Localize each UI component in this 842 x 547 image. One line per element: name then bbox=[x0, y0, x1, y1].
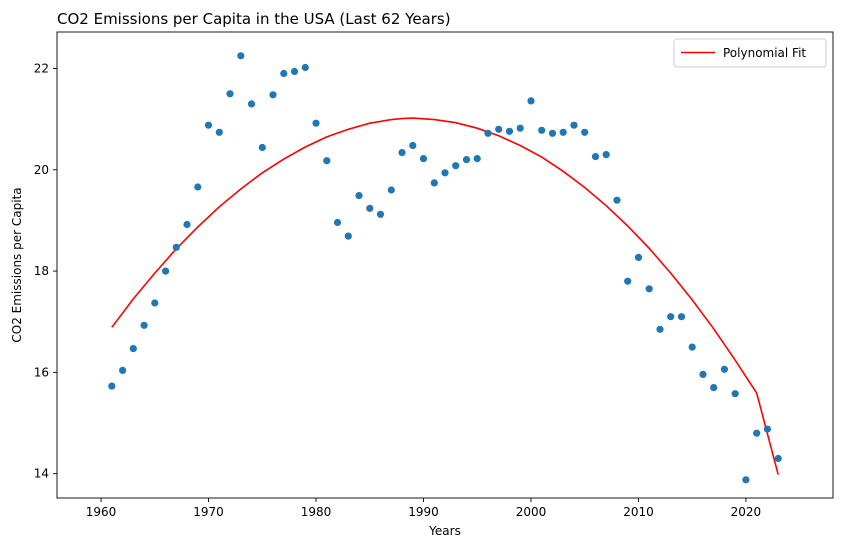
data-point bbox=[140, 321, 148, 329]
x-axis: 1960 1970 1980 1990 2000 2010 2020 bbox=[86, 498, 761, 519]
x-tick-label: 2010 bbox=[623, 505, 654, 519]
data-point bbox=[215, 128, 223, 136]
data-point bbox=[495, 125, 503, 133]
data-point bbox=[581, 128, 589, 136]
y-tick-label: 20 bbox=[34, 163, 49, 177]
data-point bbox=[688, 343, 696, 351]
data-point bbox=[119, 366, 127, 374]
data-point bbox=[699, 370, 707, 378]
data-point bbox=[656, 325, 664, 333]
data-point bbox=[527, 97, 535, 105]
legend-box bbox=[673, 38, 827, 68]
data-point bbox=[183, 220, 191, 229]
data-point bbox=[613, 196, 621, 204]
data-point bbox=[484, 129, 492, 137]
data-point bbox=[452, 162, 460, 170]
data-point bbox=[624, 277, 632, 285]
data-point bbox=[172, 243, 180, 251]
data-point bbox=[559, 128, 567, 136]
data-point bbox=[548, 129, 557, 137]
data-point bbox=[398, 149, 406, 157]
data-point bbox=[602, 151, 610, 159]
data-point bbox=[462, 156, 471, 164]
data-point bbox=[441, 169, 449, 177]
legend: Polynomial Fit bbox=[673, 38, 827, 68]
data-point bbox=[774, 454, 782, 463]
data-point bbox=[516, 124, 524, 132]
data-point bbox=[312, 119, 320, 127]
data-point bbox=[355, 192, 363, 200]
x-tick-label: 1970 bbox=[193, 505, 224, 519]
data-point bbox=[344, 232, 352, 240]
data-point bbox=[387, 186, 395, 194]
data-point bbox=[162, 267, 170, 275]
x-tick-label: 1980 bbox=[301, 505, 332, 519]
data-point bbox=[677, 313, 686, 321]
data-point bbox=[323, 157, 331, 165]
data-point bbox=[667, 313, 675, 321]
y-axis: 14 16 18 20 22 bbox=[34, 61, 57, 481]
data-point bbox=[301, 63, 309, 72]
data-point bbox=[269, 91, 277, 99]
data-point bbox=[591, 153, 600, 161]
chart-title: CO2 Emissions per Capita in the USA (Las… bbox=[57, 10, 451, 28]
data-point bbox=[247, 100, 256, 108]
data-point bbox=[753, 429, 761, 437]
data-point bbox=[473, 155, 481, 163]
data-point bbox=[258, 143, 266, 152]
y-tick-label: 18 bbox=[34, 264, 49, 278]
plot-frame bbox=[56, 31, 834, 499]
data-point bbox=[151, 299, 159, 307]
data-point bbox=[710, 384, 718, 392]
data-point bbox=[731, 390, 739, 398]
data-point bbox=[280, 69, 288, 78]
x-tick-label: 1990 bbox=[408, 505, 439, 519]
data-point bbox=[419, 155, 428, 163]
plot-area bbox=[108, 52, 782, 484]
x-tick-label: 2000 bbox=[516, 505, 547, 519]
data-point bbox=[645, 285, 653, 293]
data-point bbox=[333, 218, 342, 227]
x-tick-label: 2020 bbox=[731, 505, 762, 519]
data-point bbox=[409, 141, 417, 150]
data-point bbox=[634, 253, 643, 261]
x-tick-label: 1960 bbox=[86, 505, 117, 519]
data-point bbox=[376, 210, 385, 218]
data-point bbox=[290, 67, 299, 76]
data-point bbox=[366, 204, 374, 212]
data-point bbox=[763, 425, 772, 433]
data-point bbox=[129, 345, 137, 353]
fit-line bbox=[111, 117, 779, 475]
data-point bbox=[204, 121, 213, 129]
y-axis-label: CO2 Emissions per Capita bbox=[10, 187, 24, 342]
data-point bbox=[194, 183, 202, 191]
data-point bbox=[430, 179, 438, 187]
data-point bbox=[742, 476, 750, 484]
data-point bbox=[538, 126, 546, 134]
data-point bbox=[237, 52, 245, 60]
data-point bbox=[505, 127, 514, 135]
legend-label-polynomial-fit: Polynomial Fit bbox=[723, 46, 806, 60]
y-tick-label: 16 bbox=[34, 365, 49, 379]
x-axis-label: Years bbox=[428, 524, 461, 538]
y-tick-label: 14 bbox=[34, 467, 49, 481]
data-point bbox=[720, 365, 729, 373]
y-tick-label: 22 bbox=[34, 61, 49, 75]
data-point bbox=[108, 382, 116, 390]
data-point bbox=[226, 90, 234, 98]
data-point bbox=[570, 121, 578, 129]
